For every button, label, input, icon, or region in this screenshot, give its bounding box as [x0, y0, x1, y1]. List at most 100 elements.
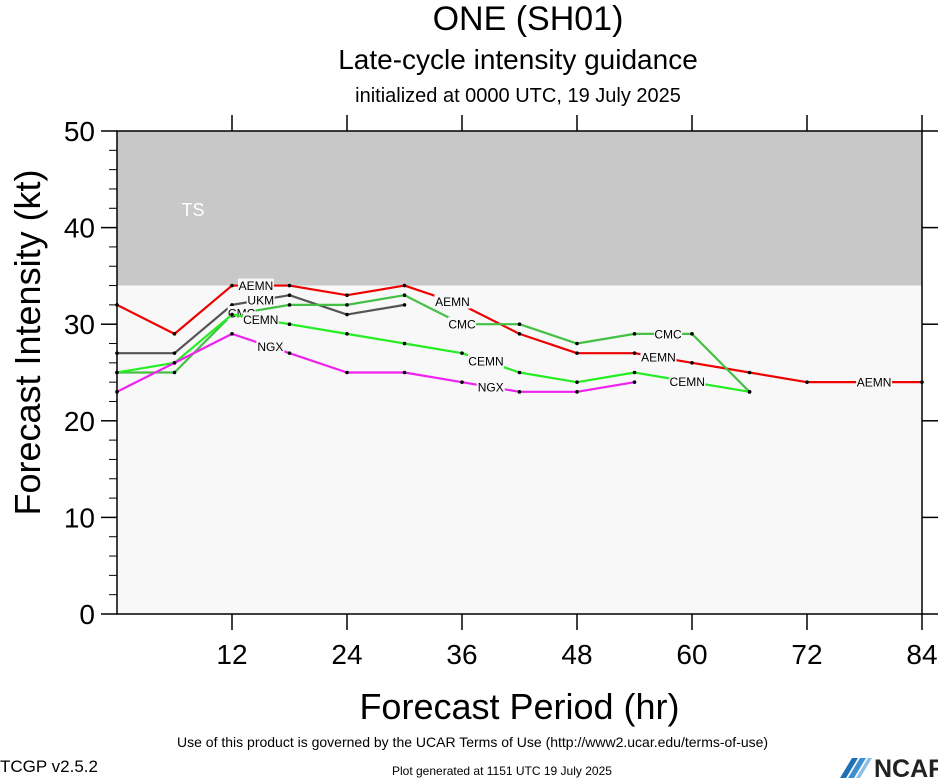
series-label-bg-cemn: [242, 312, 279, 327]
series-label-bg-aemn: [434, 294, 471, 309]
x-axis-label: Forecast Period (hr): [359, 686, 679, 727]
series-line-cmc: [117, 294, 751, 393]
version-label: TCGP v2.5.2: [0, 757, 98, 776]
data-point-cemn: [517, 370, 522, 375]
data-point-aemn: [920, 380, 924, 384]
series-label-bg-ukm: [246, 293, 275, 308]
series-label-bg-ngx: [256, 339, 285, 354]
data-point-ngx: [460, 380, 464, 384]
series-label-ukm: UKM: [247, 294, 274, 308]
generated-time: Plot generated at 1151 UTC 19 July 2025: [392, 764, 612, 778]
y-tick-label: 20: [64, 406, 95, 437]
data-point-cmc: [402, 293, 407, 298]
data-point-cemn: [115, 370, 119, 375]
data-point-aemn: [690, 361, 694, 365]
series-label-aemn: AEMN: [239, 279, 274, 293]
data-point-aemn: [805, 380, 809, 384]
data-point-cemn: [632, 370, 637, 375]
data-point-cmc: [632, 332, 637, 336]
series-label-aemn: AEMN: [641, 351, 676, 365]
series-label-bg-aemn: [856, 375, 893, 390]
data-point-cmc: [690, 332, 694, 336]
series-label-bg-cemn: [669, 374, 706, 389]
y-axis-label: Forecast Intensity (kt): [7, 169, 48, 515]
series-label-bg-aemn: [640, 350, 677, 365]
data-point-ukm: [230, 303, 234, 307]
init-time: initialized at 0000 UTC, 19 July 2025: [355, 85, 681, 107]
x-tick-label: 24: [331, 639, 362, 670]
data-point-ngx: [287, 351, 292, 355]
series-label-ngx: NGX: [257, 340, 283, 354]
data-point-ukm: [345, 312, 349, 317]
series-line-cemn: [116, 313, 750, 393]
data-point-cemn: [460, 351, 464, 355]
series-label-cemn: CEMN: [243, 313, 278, 327]
data-point-cmc: [575, 341, 579, 346]
x-tick-label: 12: [216, 639, 247, 670]
series-label-bg-cmc: [448, 317, 476, 332]
y-tick-label: 10: [64, 502, 95, 533]
data-point-ukm: [402, 303, 407, 307]
data-point-aemn: [575, 351, 579, 355]
series-label-cmc: CMC: [654, 327, 682, 341]
x-tick-label: 84: [906, 639, 937, 670]
data-point-ngx: [575, 390, 579, 394]
data-point-cemn: [747, 390, 752, 394]
data-point-cmc: [172, 370, 177, 375]
data-point-aemn: [517, 332, 522, 336]
data-point-cemn: [230, 312, 234, 317]
series-label-cemn: CEMN: [670, 375, 705, 389]
data-point-aemn: [402, 283, 407, 288]
data-point-cmc: [517, 322, 522, 327]
chart-title: ONE (SH01): [432, 0, 624, 38]
data-point-ukm: [115, 351, 119, 355]
data-point-ngx: [230, 332, 234, 336]
chart-subtitle: Late-cycle intensity guidance: [338, 44, 698, 75]
x-tick-label: 36: [446, 639, 477, 670]
series-label-bg-aemn: [237, 278, 274, 293]
data-point-ukm: [287, 293, 292, 298]
series-label-bg-cemn: [467, 354, 504, 369]
ncar-logo-mark-icon: [840, 758, 872, 778]
series-label-bg-ngx: [476, 379, 505, 394]
data-point-aemn: [230, 283, 234, 288]
x-tick-label: 48: [561, 639, 592, 670]
ts-band: [117, 131, 922, 286]
data-point-cmc: [345, 303, 349, 307]
series-label-cmc: CMC: [448, 318, 476, 332]
x-tick-label: 72: [791, 639, 822, 670]
data-point-cemn: [345, 332, 349, 336]
series-label-aemn: AEMN: [857, 376, 892, 390]
series-label-ngx: NGX: [478, 380, 504, 394]
ts-band-label: TS: [181, 200, 204, 220]
ncar-logo-text: NCAR: [874, 755, 938, 780]
data-point-ngx: [402, 370, 407, 375]
x-tick-label: 60: [676, 639, 707, 670]
data-point-aemn: [172, 332, 177, 336]
data-point-ngx: [632, 380, 637, 384]
series-label-aemn: AEMN: [435, 295, 470, 309]
data-point-aemn: [287, 283, 292, 288]
data-point-cemn: [575, 380, 579, 384]
data-point-aemn: [115, 303, 119, 307]
y-tick-label: 40: [64, 213, 95, 244]
ncar-logo: NCAR: [840, 755, 938, 780]
series-line-ngx: [116, 332, 635, 393]
data-point-aemn: [345, 293, 349, 298]
data-point-ngx: [115, 390, 119, 394]
data-point-ngx: [172, 361, 177, 365]
y-tick-label: 0: [79, 599, 95, 630]
data-point-ngx: [345, 370, 349, 375]
data-point-ukm: [172, 351, 177, 355]
data-point-cemn: [287, 322, 292, 327]
series-label-cemn: CEMN: [468, 355, 503, 369]
intensity-chart: TS 0 10 20 30 40 50 12 24 36 48 60 72 84 Forecast Peri…: [7, 115, 938, 727]
series-label-bg-cmc: [654, 326, 683, 341]
data-point-aemn: [632, 351, 637, 355]
data-point-cmc: [287, 303, 292, 307]
y-tick-label: 30: [64, 309, 95, 340]
y-tick-label: 50: [64, 116, 95, 147]
data-point-aemn: [747, 370, 752, 375]
plot-area: TS 0 10 20 30 40 50 12 24 36 48 60 72 84 Forecast Peri…: [7, 115, 938, 727]
data-point-cemn: [402, 341, 407, 346]
